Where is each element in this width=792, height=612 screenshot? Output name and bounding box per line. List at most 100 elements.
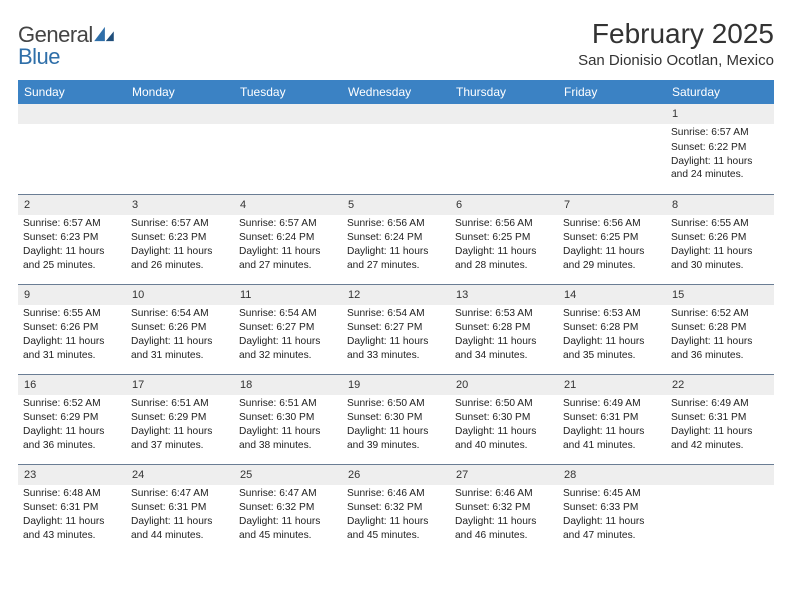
day-info: Sunrise: 6:54 AMSunset: 6:26 PMDaylight:… xyxy=(131,307,229,362)
sunset-text: Sunset: 6:29 PM xyxy=(131,411,229,424)
sunset-text: Sunset: 6:29 PM xyxy=(23,411,121,424)
weekday-header: Monday xyxy=(126,80,234,104)
day-number: 6 xyxy=(450,195,558,215)
day-info: Sunrise: 6:55 AMSunset: 6:26 PMDaylight:… xyxy=(671,217,769,272)
calendar-day-cell: 27Sunrise: 6:46 AMSunset: 6:32 PMDayligh… xyxy=(450,464,558,554)
day-number: 1 xyxy=(666,104,774,124)
calendar-day-cell xyxy=(558,104,666,194)
day-number: 8 xyxy=(666,195,774,215)
day-number: 22 xyxy=(666,375,774,395)
daylight-text: Daylight: 11 hours and 47 minutes. xyxy=(563,515,661,542)
daylight-text: Daylight: 11 hours and 45 minutes. xyxy=(347,515,445,542)
calendar-day-cell: 1Sunrise: 6:57 AMSunset: 6:22 PMDaylight… xyxy=(666,104,774,194)
calendar-day-cell: 15Sunrise: 6:52 AMSunset: 6:28 PMDayligh… xyxy=(666,284,774,374)
day-info: Sunrise: 6:52 AMSunset: 6:28 PMDaylight:… xyxy=(671,307,769,362)
daylight-text: Daylight: 11 hours and 40 minutes. xyxy=(455,425,553,452)
calendar-day-cell xyxy=(666,464,774,554)
sunset-text: Sunset: 6:23 PM xyxy=(131,231,229,244)
title-block: February 2025 San Dionisio Ocotlan, Mexi… xyxy=(578,18,774,69)
daylight-text: Daylight: 11 hours and 25 minutes. xyxy=(23,245,121,272)
daylight-text: Daylight: 11 hours and 27 minutes. xyxy=(239,245,337,272)
daylight-text: Daylight: 11 hours and 32 minutes. xyxy=(239,335,337,362)
day-number: 27 xyxy=(450,465,558,485)
sunset-text: Sunset: 6:32 PM xyxy=(455,501,553,514)
calendar-day-cell xyxy=(18,104,126,194)
day-number: 5 xyxy=(342,195,450,215)
month-title: February 2025 xyxy=(578,18,774,50)
day-number: 28 xyxy=(558,465,666,485)
calendar-day-cell: 9Sunrise: 6:55 AMSunset: 6:26 PMDaylight… xyxy=(18,284,126,374)
daylight-text: Daylight: 11 hours and 42 minutes. xyxy=(671,425,769,452)
daylight-text: Daylight: 11 hours and 39 minutes. xyxy=(347,425,445,452)
calendar-day-cell: 26Sunrise: 6:46 AMSunset: 6:32 PMDayligh… xyxy=(342,464,450,554)
sunrise-text: Sunrise: 6:49 AM xyxy=(671,397,769,410)
daylight-text: Daylight: 11 hours and 33 minutes. xyxy=(347,335,445,362)
day-number: 7 xyxy=(558,195,666,215)
empty-day-bar xyxy=(126,104,234,124)
calendar-week-row: 23Sunrise: 6:48 AMSunset: 6:31 PMDayligh… xyxy=(18,464,774,554)
calendar-day-cell: 11Sunrise: 6:54 AMSunset: 6:27 PMDayligh… xyxy=(234,284,342,374)
day-info: Sunrise: 6:49 AMSunset: 6:31 PMDaylight:… xyxy=(563,397,661,452)
day-number: 10 xyxy=(126,285,234,305)
empty-day-bar xyxy=(342,104,450,124)
day-info: Sunrise: 6:51 AMSunset: 6:29 PMDaylight:… xyxy=(131,397,229,452)
day-info: Sunrise: 6:46 AMSunset: 6:32 PMDaylight:… xyxy=(455,487,553,542)
sunrise-text: Sunrise: 6:45 AM xyxy=(563,487,661,500)
calendar-day-cell: 23Sunrise: 6:48 AMSunset: 6:31 PMDayligh… xyxy=(18,464,126,554)
weekday-header: Thursday xyxy=(450,80,558,104)
sunset-text: Sunset: 6:26 PM xyxy=(23,321,121,334)
day-number: 15 xyxy=(666,285,774,305)
day-info: Sunrise: 6:46 AMSunset: 6:32 PMDaylight:… xyxy=(347,487,445,542)
day-number: 11 xyxy=(234,285,342,305)
sunrise-text: Sunrise: 6:52 AM xyxy=(671,307,769,320)
sunrise-text: Sunrise: 6:51 AM xyxy=(239,397,337,410)
daylight-text: Daylight: 11 hours and 41 minutes. xyxy=(563,425,661,452)
day-info: Sunrise: 6:53 AMSunset: 6:28 PMDaylight:… xyxy=(563,307,661,362)
sunrise-text: Sunrise: 6:49 AM xyxy=(563,397,661,410)
sunset-text: Sunset: 6:30 PM xyxy=(347,411,445,424)
sunrise-text: Sunrise: 6:54 AM xyxy=(347,307,445,320)
sunset-text: Sunset: 6:23 PM xyxy=(23,231,121,244)
calendar-day-cell: 14Sunrise: 6:53 AMSunset: 6:28 PMDayligh… xyxy=(558,284,666,374)
day-info: Sunrise: 6:50 AMSunset: 6:30 PMDaylight:… xyxy=(347,397,445,452)
calendar-day-cell xyxy=(450,104,558,194)
calendar-day-cell: 25Sunrise: 6:47 AMSunset: 6:32 PMDayligh… xyxy=(234,464,342,554)
daylight-text: Daylight: 11 hours and 24 minutes. xyxy=(671,155,769,182)
sunset-text: Sunset: 6:27 PM xyxy=(347,321,445,334)
sunrise-text: Sunrise: 6:57 AM xyxy=(23,217,121,230)
calendar-day-cell xyxy=(342,104,450,194)
sunrise-text: Sunrise: 6:50 AM xyxy=(347,397,445,410)
weekday-header: Tuesday xyxy=(234,80,342,104)
day-info: Sunrise: 6:57 AMSunset: 6:23 PMDaylight:… xyxy=(131,217,229,272)
calendar-week-row: 9Sunrise: 6:55 AMSunset: 6:26 PMDaylight… xyxy=(18,284,774,374)
calendar-day-cell: 4Sunrise: 6:57 AMSunset: 6:24 PMDaylight… xyxy=(234,194,342,284)
sunset-text: Sunset: 6:22 PM xyxy=(671,141,769,154)
sunset-text: Sunset: 6:24 PM xyxy=(347,231,445,244)
day-number: 9 xyxy=(18,285,126,305)
day-info: Sunrise: 6:55 AMSunset: 6:26 PMDaylight:… xyxy=(23,307,121,362)
empty-day-bar xyxy=(450,104,558,124)
day-number: 3 xyxy=(126,195,234,215)
calendar-day-cell: 12Sunrise: 6:54 AMSunset: 6:27 PMDayligh… xyxy=(342,284,450,374)
daylight-text: Daylight: 11 hours and 45 minutes. xyxy=(239,515,337,542)
sunrise-text: Sunrise: 6:57 AM xyxy=(239,217,337,230)
calendar-day-cell: 3Sunrise: 6:57 AMSunset: 6:23 PMDaylight… xyxy=(126,194,234,284)
sunset-text: Sunset: 6:30 PM xyxy=(455,411,553,424)
day-info: Sunrise: 6:57 AMSunset: 6:23 PMDaylight:… xyxy=(23,217,121,272)
calendar-day-cell: 10Sunrise: 6:54 AMSunset: 6:26 PMDayligh… xyxy=(126,284,234,374)
day-number: 19 xyxy=(342,375,450,395)
calendar-day-cell: 28Sunrise: 6:45 AMSunset: 6:33 PMDayligh… xyxy=(558,464,666,554)
sunrise-text: Sunrise: 6:46 AM xyxy=(455,487,553,500)
calendar-header-row: SundayMondayTuesdayWednesdayThursdayFrid… xyxy=(18,80,774,104)
calendar-week-row: 16Sunrise: 6:52 AMSunset: 6:29 PMDayligh… xyxy=(18,374,774,464)
brand-logo: General Blue xyxy=(18,18,115,70)
calendar-day-cell xyxy=(234,104,342,194)
day-number: 14 xyxy=(558,285,666,305)
day-info: Sunrise: 6:56 AMSunset: 6:25 PMDaylight:… xyxy=(563,217,661,272)
day-info: Sunrise: 6:56 AMSunset: 6:24 PMDaylight:… xyxy=(347,217,445,272)
day-number: 16 xyxy=(18,375,126,395)
day-number: 20 xyxy=(450,375,558,395)
day-info: Sunrise: 6:54 AMSunset: 6:27 PMDaylight:… xyxy=(239,307,337,362)
sunset-text: Sunset: 6:30 PM xyxy=(239,411,337,424)
daylight-text: Daylight: 11 hours and 36 minutes. xyxy=(23,425,121,452)
